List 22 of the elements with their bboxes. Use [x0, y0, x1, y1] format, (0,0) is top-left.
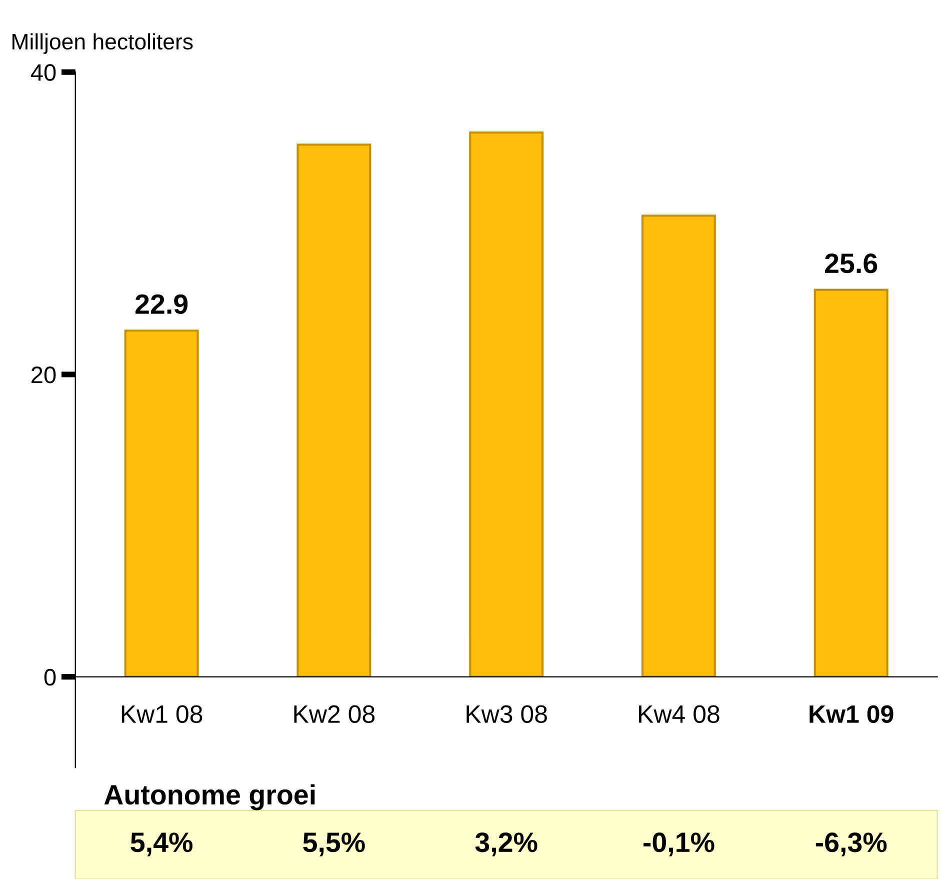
y-tick-label: 0 — [44, 668, 56, 686]
x-tick-label: Kw1 08 — [122, 705, 202, 723]
y-axis-title: Milljoen hectoliters — [12, 33, 193, 54]
text: -6,3% — [816, 832, 887, 856]
data-label: 25.6 — [825, 254, 878, 274]
bar — [469, 132, 544, 677]
text: -0,1% — [644, 832, 714, 856]
bar — [296, 144, 372, 677]
x-tick-label: Kw3 08 — [466, 705, 547, 723]
x-tick-label: Kw1 09 — [810, 705, 894, 723]
bar — [814, 288, 888, 677]
bar — [124, 330, 199, 677]
x-tick-label: Kw2 08 — [294, 705, 375, 723]
y-tick-label: 20 — [32, 366, 56, 384]
data-label: 22.9 — [135, 294, 188, 314]
bar — [641, 214, 716, 677]
text: 5,5% — [303, 832, 365, 856]
text: 5,4% — [130, 832, 192, 856]
text: Autonome groei — [104, 784, 315, 810]
x-tick-label: Kw4 08 — [639, 705, 720, 723]
text: 3,2% — [475, 832, 538, 856]
y-tick-label: 40 — [30, 64, 56, 81]
